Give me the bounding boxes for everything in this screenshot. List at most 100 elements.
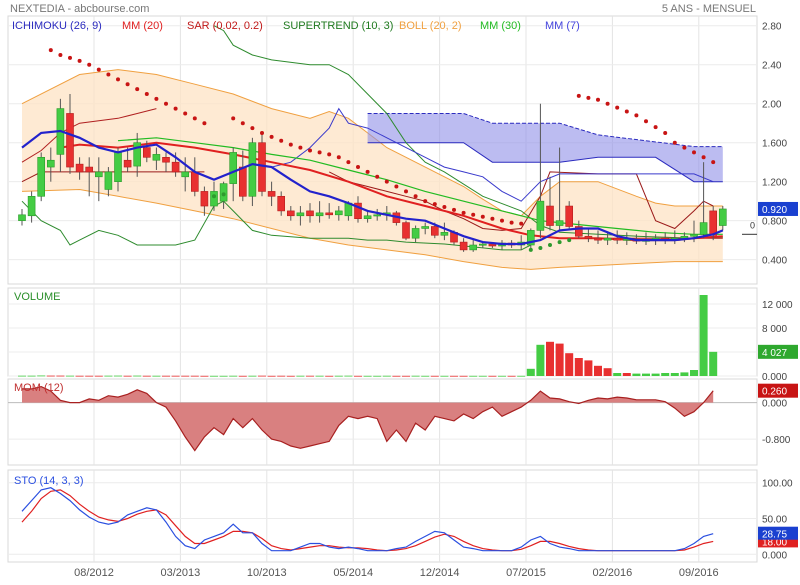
volume-bar xyxy=(430,375,439,377)
candle-body xyxy=(114,152,122,182)
volume-bar xyxy=(411,375,420,377)
volume-plot xyxy=(18,295,718,377)
volume-bar xyxy=(603,368,612,376)
price-y-tick: 0.400 xyxy=(762,256,787,267)
volume-bar xyxy=(190,375,199,377)
candle-body xyxy=(363,215,372,220)
volume-bar xyxy=(536,344,545,376)
legend-entry: MM (20) xyxy=(122,20,163,32)
volume-bar xyxy=(450,375,458,377)
volume-bar xyxy=(325,375,334,377)
stochastic-last-value: 28.75 xyxy=(762,530,787,541)
sar-dot xyxy=(212,194,216,199)
candle-body xyxy=(239,166,247,197)
volume-bar xyxy=(277,375,286,377)
momentum-plot xyxy=(22,385,714,452)
volume-bar xyxy=(622,373,631,376)
sar-dot xyxy=(48,48,53,53)
candle-body xyxy=(143,147,151,158)
volume-bar xyxy=(459,375,468,377)
candle-body xyxy=(603,237,612,241)
sar-dot xyxy=(164,101,168,106)
candle-body xyxy=(402,222,410,239)
volume-bar xyxy=(517,375,526,377)
stochastic-y-tick: 0.000 xyxy=(762,550,787,561)
sar-dot xyxy=(423,199,428,204)
mm30-line xyxy=(117,137,723,235)
candle-body xyxy=(95,171,103,178)
sar-dot xyxy=(711,160,716,165)
sar-dot xyxy=(672,140,677,145)
volume-bar xyxy=(181,375,190,377)
stochastic-y-tick: 100.00 xyxy=(762,479,793,490)
volume-bar xyxy=(440,375,449,377)
volume-bar xyxy=(382,375,391,377)
candle-body xyxy=(469,244,478,251)
sar-dot xyxy=(365,169,370,174)
volume-y-tick: 0.000 xyxy=(762,372,787,383)
candle-body xyxy=(584,235,593,239)
volume-bar xyxy=(555,343,564,376)
legend: ICHIMOKU (26, 9) MM (20) SAR (0.02, 0.2) SU… xyxy=(12,20,580,32)
volume-title: VOLUME xyxy=(14,291,60,303)
volume-bar xyxy=(104,375,113,377)
volume-bar xyxy=(248,375,257,377)
sar-dot xyxy=(567,238,572,243)
volume-bar xyxy=(162,375,170,377)
ichimoku-lag-line-2 xyxy=(328,171,714,231)
sar-dot xyxy=(653,125,658,130)
volume-bar xyxy=(296,375,305,377)
candle-body xyxy=(334,210,343,216)
price-y-tick: 1.600 xyxy=(762,139,787,150)
x-tick-label: 05/2014 xyxy=(333,567,373,579)
legend-entry: ICHIMOKU (26, 9) xyxy=(12,20,102,32)
sar-dot xyxy=(404,189,408,194)
momentum-area xyxy=(22,386,714,451)
price-y-tick: 2.80 xyxy=(762,22,782,33)
momentum-last-value: 0.260 xyxy=(762,387,787,398)
stochastic-last-value-box xyxy=(758,526,798,540)
candle-body xyxy=(699,222,708,235)
sar-dot xyxy=(663,130,668,135)
ichimoku-cloud xyxy=(367,113,723,182)
candle-body xyxy=(459,241,468,251)
candle-body xyxy=(171,161,180,173)
sar-dot xyxy=(317,150,322,155)
sar-dot xyxy=(471,212,476,217)
volume-bar xyxy=(133,375,142,377)
sar-dot xyxy=(106,72,111,77)
sar-dot xyxy=(375,174,380,179)
volume-bar xyxy=(114,375,122,377)
candle-body xyxy=(430,226,439,236)
volume-bar xyxy=(469,375,478,377)
sar-dot xyxy=(231,116,236,121)
stochastic-k-line xyxy=(21,487,714,552)
candle-body xyxy=(306,210,314,217)
price-zero-mark: 0 xyxy=(750,220,755,230)
volume-bar xyxy=(334,375,343,377)
volume-panel-frame xyxy=(7,287,758,377)
candle-body xyxy=(546,205,554,226)
sto-panel-frame xyxy=(7,469,758,563)
candle-body xyxy=(354,202,362,220)
volume-bar xyxy=(18,375,26,377)
sar-dot xyxy=(461,210,466,215)
sar-dot xyxy=(327,152,332,157)
candle-body xyxy=(191,171,199,192)
chart-title: NEXTEDIA - abcbourse.com xyxy=(10,3,149,15)
volume-bar xyxy=(574,358,583,376)
sar-dot xyxy=(250,126,255,131)
volume-bar xyxy=(709,351,718,376)
sar-dot xyxy=(58,52,63,57)
candle-body xyxy=(555,220,564,226)
volume-bar xyxy=(613,373,622,376)
sar-dot xyxy=(442,205,447,210)
sar-dot xyxy=(202,121,207,126)
volume-bar xyxy=(75,375,84,377)
sar-dot xyxy=(279,138,284,143)
volume-bar xyxy=(690,370,698,376)
volume-bar xyxy=(594,365,602,376)
sar-dot xyxy=(384,179,389,184)
sar-dot xyxy=(509,220,514,225)
